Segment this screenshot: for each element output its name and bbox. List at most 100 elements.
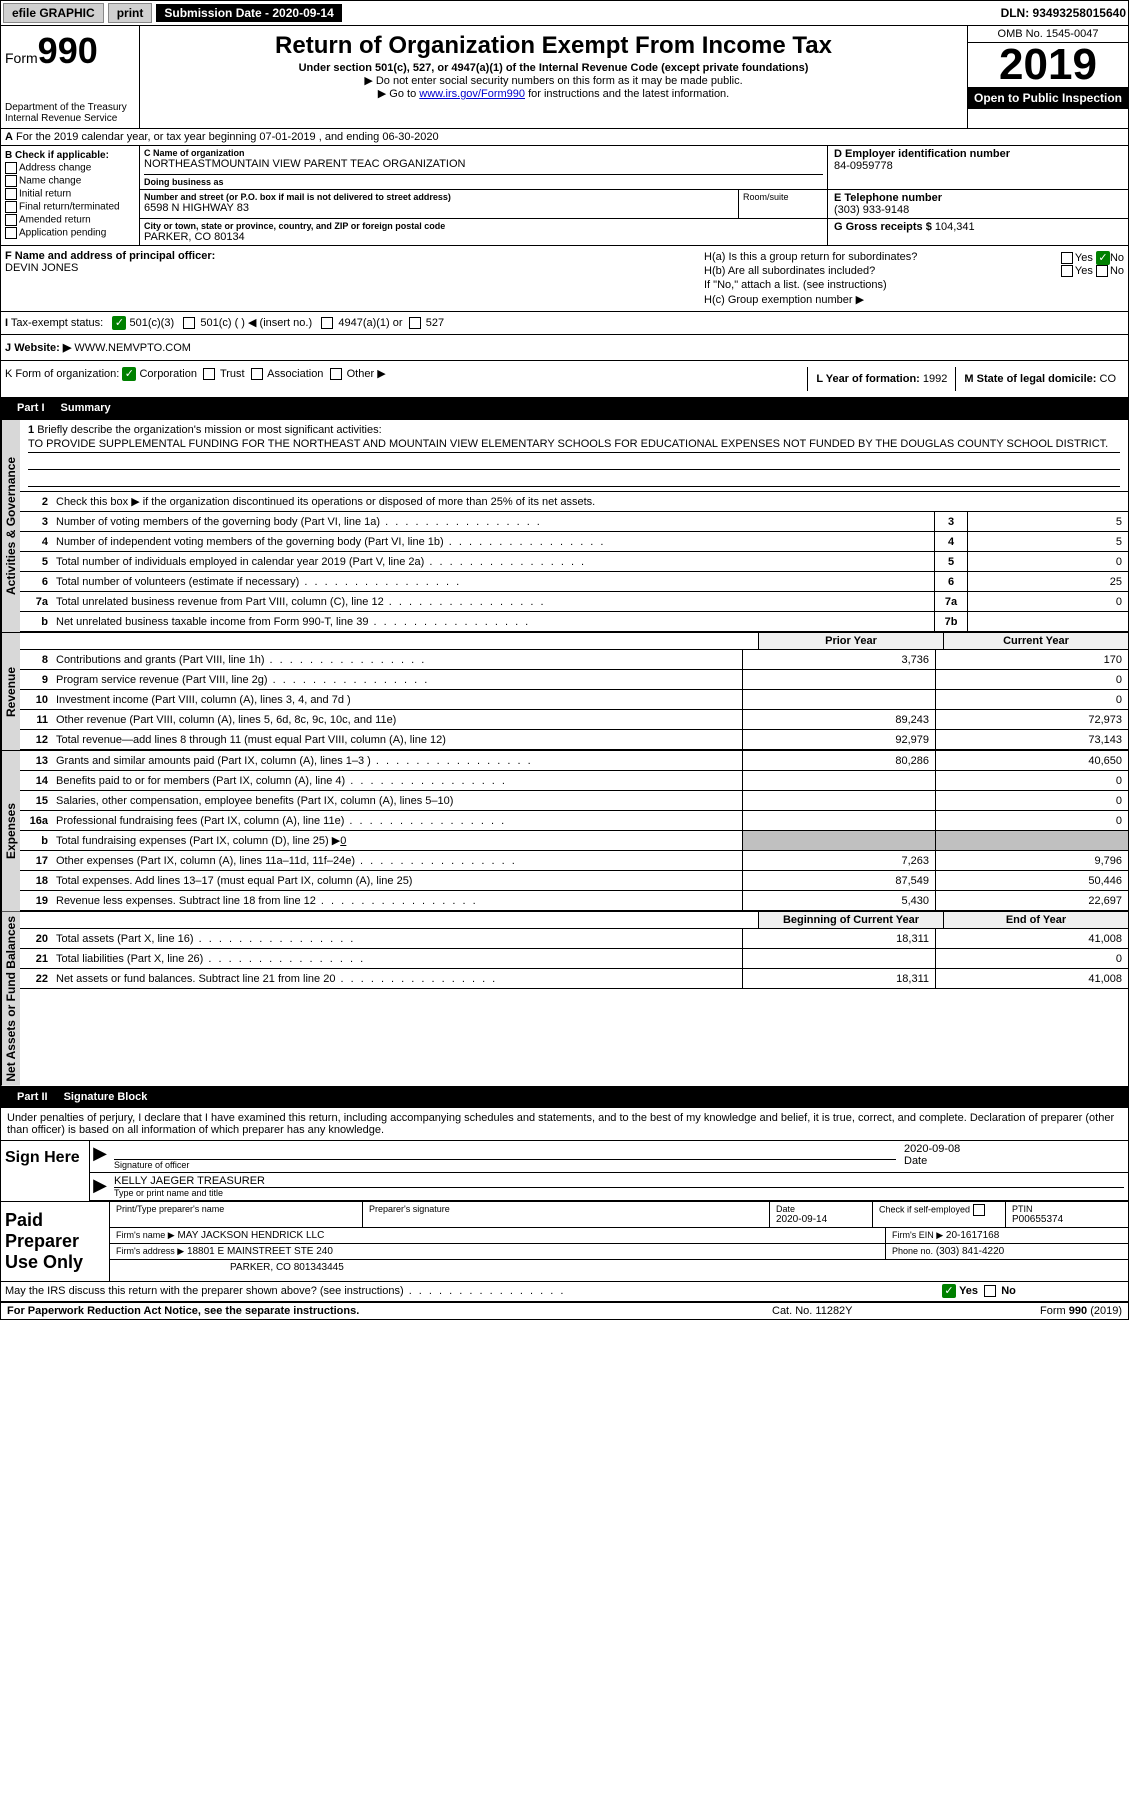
k-label: K Form of organization:: [5, 368, 119, 380]
q7a-box: 7a: [934, 592, 967, 611]
q14-curr: 0: [935, 771, 1128, 790]
k-corp: Corporation: [139, 368, 196, 380]
chk-final-return[interactable]: Final return/terminated: [5, 201, 135, 213]
print-button[interactable]: print: [108, 3, 153, 23]
q5-val: 0: [967, 552, 1128, 571]
form-990-page: efile GRAPHIC print Submission Date - 20…: [0, 0, 1129, 1320]
chk-initial-return[interactable]: Initial return: [5, 188, 135, 200]
officer-sig-label: Signature of officer: [114, 1159, 896, 1170]
q13-row: 13Grants and similar amounts paid (Part …: [20, 751, 1128, 771]
part-ii-label: Part II: [9, 1089, 56, 1105]
q3-text: Number of voting members of the governin…: [52, 514, 934, 530]
q17-prior: 7,263: [742, 851, 935, 870]
part-i-title: Summary: [61, 402, 111, 414]
self-emp-checkbox[interactable]: [973, 1204, 985, 1216]
officer-sig-row: ▶ Signature of officer 2020-09-08 Date: [90, 1141, 1128, 1173]
q19-row: 19Revenue less expenses. Subtract line 1…: [20, 891, 1128, 911]
right-column: D Employer identification number 84-0959…: [827, 146, 1128, 189]
527: 527: [426, 317, 444, 329]
sign-here-label: Sign Here: [1, 1141, 90, 1201]
signature-intro: Under penalties of perjury, I declare th…: [1, 1108, 1128, 1140]
q18-row: 18Total expenses. Add lines 13–17 (must …: [20, 871, 1128, 891]
phone-label: Phone no.: [892, 1246, 933, 1256]
irs-label: Internal Revenue Service: [5, 113, 135, 124]
paid-preparer-label: Paid Preparer Use Only: [1, 1202, 110, 1281]
q20-prior: 18,311: [742, 929, 935, 948]
part-i-header: Part I Summary: [1, 397, 1128, 419]
org-name-label: C Name of organization: [144, 148, 823, 158]
k-other: Other ▶: [347, 368, 386, 380]
blank-line: [28, 470, 1120, 487]
q5-box: 5: [934, 552, 967, 571]
current-year-header: Current Year: [943, 633, 1128, 649]
header-mid: Return of Organization Exempt From Incom…: [140, 26, 967, 128]
q18-prior: 87,549: [742, 871, 935, 890]
q5-row: 5 Total number of individuals employed i…: [20, 552, 1128, 572]
q9-row: 9Program service revenue (Part VIII, lin…: [20, 670, 1128, 690]
discuss-yn: ✓ Yes No: [936, 1282, 1128, 1300]
q11-prior: 89,243: [742, 710, 935, 729]
chk-address-change[interactable]: Address change: [5, 162, 135, 174]
dept-treasury: Department of the Treasury: [5, 102, 135, 113]
q8-row: 8Contributions and grants (Part VIII, li…: [20, 650, 1128, 670]
arrow-icon: ▶: [90, 1173, 110, 1200]
ssn-note: ▶ Do not enter social security numbers o…: [144, 74, 963, 87]
q22-prior: 18,311: [742, 969, 935, 988]
q3-row: 3 Number of voting members of the govern…: [20, 512, 1128, 532]
tel-label: E Telephone number: [834, 192, 942, 204]
page-footer: For Paperwork Reduction Act Notice, see …: [1, 1302, 1128, 1319]
box-b-title: B Check if applicable:: [5, 150, 109, 161]
q6-box: 6: [934, 572, 967, 591]
chk-amended[interactable]: Amended return: [5, 214, 135, 226]
prep-date-label: Date: [776, 1204, 866, 1214]
city-row: City or town, state or province, country…: [140, 218, 1128, 245]
form-org-row: K Form of organization: ✓ Corporation Tr…: [1, 360, 1128, 397]
sig-date-label: Date: [904, 1155, 1124, 1167]
row-a-tax-year: A For the 2019 calendar year, or tax yea…: [1, 128, 1128, 145]
cat-no: Cat. No. 11282Y: [772, 1305, 972, 1317]
q11-row: 11Other revenue (Part VIII, column (A), …: [20, 710, 1128, 730]
q22-curr: 41,008: [935, 969, 1128, 988]
ha-line: H(a) Is this a group return for subordin…: [704, 250, 1124, 264]
l-value: 1992: [923, 373, 947, 385]
tax-year-range: For the 2019 calendar year, or tax year …: [16, 131, 439, 143]
officer-name-label: Type or print name and title: [114, 1187, 1124, 1198]
q18-curr: 50,446: [935, 871, 1128, 890]
form-prefix: Form: [5, 50, 38, 66]
net-assets-section: Net Assets or Fund Balances Beginning of…: [1, 911, 1128, 1086]
firm-addr-value: 18801 E MAINSTREET STE 240: [187, 1246, 333, 1257]
q6-row: 6 Total number of volunteers (estimate i…: [20, 572, 1128, 592]
officer-h-row: F Name and address of principal officer:…: [1, 245, 1128, 311]
q17-curr: 9,796: [935, 851, 1128, 870]
q15-curr: 0: [935, 791, 1128, 810]
mission-block: 1 Briefly describe the organization's mi…: [20, 420, 1128, 492]
q7a-text: Total unrelated business revenue from Pa…: [52, 594, 934, 610]
governance-section: Activities & Governance 1 Briefly descri…: [1, 419, 1128, 632]
q3-box: 3: [934, 512, 967, 531]
goto-suffix: for instructions and the latest informat…: [525, 88, 729, 100]
q8-curr: 170: [935, 650, 1128, 669]
q14-row: 14Benefits paid to or for members (Part …: [20, 771, 1128, 791]
m-value: CO: [1100, 373, 1117, 385]
part-ii-title: Signature Block: [64, 1091, 148, 1103]
q9-prior: [742, 670, 935, 689]
q21-curr: 0: [935, 949, 1128, 968]
header-right: OMB No. 1545-0047 2019 Open to Public In…: [967, 26, 1128, 128]
top-bar: efile GRAPHIC print Submission Date - 20…: [1, 1, 1128, 26]
q4-text: Number of independent voting members of …: [52, 534, 934, 550]
chk-application-pending[interactable]: Application pending: [5, 227, 135, 239]
tel-value: (303) 933-9148: [834, 204, 1122, 216]
q19-curr: 22,697: [935, 891, 1128, 910]
city-value: PARKER, CO 80134: [144, 231, 823, 243]
q16a-prior: [742, 811, 935, 830]
header-left: Form990 Department of the Treasury Inter…: [1, 26, 140, 128]
firm-addr-label: Firm's address ▶: [116, 1246, 184, 1256]
form-ref: Form 990 (2019): [972, 1305, 1122, 1317]
q16b-curr-grey: [935, 831, 1128, 850]
check-icon: ✓: [122, 367, 136, 381]
chk-name-change[interactable]: Name change: [5, 175, 135, 187]
q13-prior: 80,286: [742, 751, 935, 770]
q5-text: Total number of individuals employed in …: [52, 554, 934, 570]
irs-link[interactable]: www.irs.gov/Form990: [419, 88, 525, 100]
q7a-val: 0: [967, 592, 1128, 611]
